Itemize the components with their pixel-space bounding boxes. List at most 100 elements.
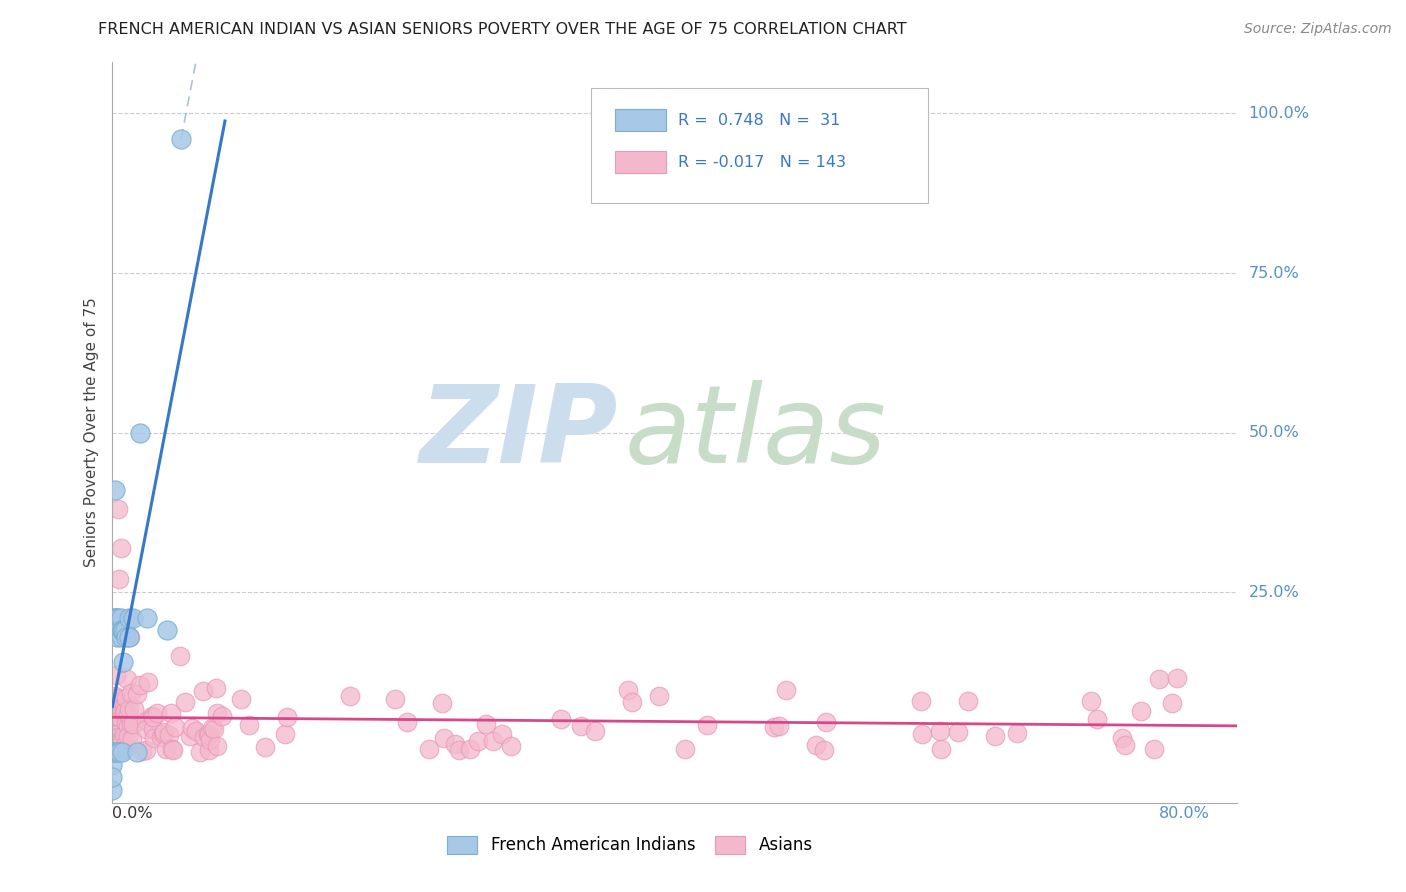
Point	[815, 714, 838, 729]
Point	[114, 704, 136, 718]
Point	[104, 611, 127, 625]
Point	[115, 672, 138, 686]
Point	[142, 731, 165, 745]
FancyBboxPatch shape	[616, 152, 666, 173]
Point	[110, 737, 132, 751]
Point	[467, 734, 489, 748]
Point	[188, 745, 211, 759]
Text: FRENCH AMERICAN INDIAN VS ASIAN SENIORS POVERTY OVER THE AGE OF 75 CORRELATION C: FRENCH AMERICAN INDIAN VS ASIAN SENIORS …	[98, 22, 907, 37]
Point	[620, 695, 643, 709]
Point	[135, 611, 157, 625]
Point	[103, 741, 125, 756]
Point	[141, 709, 163, 723]
Point	[120, 686, 142, 700]
Point	[110, 630, 132, 644]
Point	[155, 741, 177, 756]
Point	[583, 723, 606, 738]
Point	[276, 709, 298, 723]
Point	[105, 708, 128, 723]
Point	[149, 731, 172, 745]
Point	[197, 727, 219, 741]
Text: atlas: atlas	[624, 380, 886, 485]
Point	[101, 732, 124, 747]
Point	[111, 745, 134, 759]
Point	[1161, 696, 1184, 710]
Point	[112, 728, 135, 742]
Point	[142, 710, 165, 724]
Point	[673, 742, 696, 756]
Point	[114, 738, 136, 752]
Point	[696, 717, 718, 731]
Point	[156, 624, 179, 638]
Legend: French American Indians, Asians: French American Indians, Asians	[440, 829, 820, 861]
Point	[105, 691, 128, 706]
Point	[111, 743, 134, 757]
Point	[763, 720, 786, 734]
Point	[108, 745, 131, 759]
Point	[170, 132, 193, 146]
Point	[104, 712, 127, 726]
Point	[205, 706, 228, 720]
Point	[1005, 726, 1028, 740]
Point	[418, 742, 440, 756]
Point	[193, 683, 215, 698]
Point	[432, 731, 454, 746]
Point	[131, 744, 153, 758]
Point	[169, 648, 191, 663]
Point	[957, 694, 980, 708]
Point	[135, 714, 157, 729]
Point	[458, 742, 481, 756]
Point	[474, 717, 496, 731]
Point	[103, 719, 125, 733]
Point	[447, 743, 470, 757]
Text: 80.0%: 80.0%	[1159, 806, 1209, 821]
Point	[1149, 672, 1171, 686]
Point	[104, 695, 127, 709]
Point	[105, 745, 128, 759]
Point	[1114, 738, 1136, 752]
Text: 100.0%: 100.0%	[1249, 106, 1309, 121]
Point	[117, 729, 139, 743]
Point	[813, 743, 835, 757]
Point	[146, 706, 169, 720]
Point	[616, 682, 638, 697]
Point	[107, 735, 129, 749]
Point	[804, 738, 827, 752]
Point	[103, 689, 125, 703]
Point	[1111, 731, 1133, 745]
Point	[110, 611, 132, 625]
Point	[339, 689, 361, 703]
Point	[948, 724, 970, 739]
Point	[108, 573, 131, 587]
Text: Source: ZipAtlas.com: Source: ZipAtlas.com	[1244, 22, 1392, 37]
Point	[107, 726, 129, 740]
Point	[107, 502, 129, 516]
Point	[121, 732, 143, 747]
Point	[104, 728, 127, 742]
Point	[118, 630, 141, 644]
Point	[118, 702, 141, 716]
Point	[1130, 705, 1153, 719]
Point	[1142, 742, 1164, 756]
Point	[105, 611, 128, 625]
Point	[162, 742, 184, 756]
Point	[768, 719, 790, 733]
Text: 50.0%: 50.0%	[1249, 425, 1299, 440]
Point	[101, 757, 124, 772]
Point	[103, 737, 125, 751]
Point	[197, 743, 219, 757]
Point	[135, 742, 157, 756]
Point	[114, 624, 136, 638]
Point	[179, 730, 201, 744]
Point	[110, 700, 132, 714]
Point	[157, 728, 180, 742]
Point	[432, 696, 454, 710]
Point	[105, 722, 128, 736]
Text: 0.0%: 0.0%	[112, 806, 153, 821]
Point	[775, 682, 797, 697]
Point	[160, 706, 183, 720]
Point	[114, 705, 136, 719]
Point	[117, 707, 139, 722]
Point	[200, 733, 222, 747]
Point	[929, 723, 952, 738]
